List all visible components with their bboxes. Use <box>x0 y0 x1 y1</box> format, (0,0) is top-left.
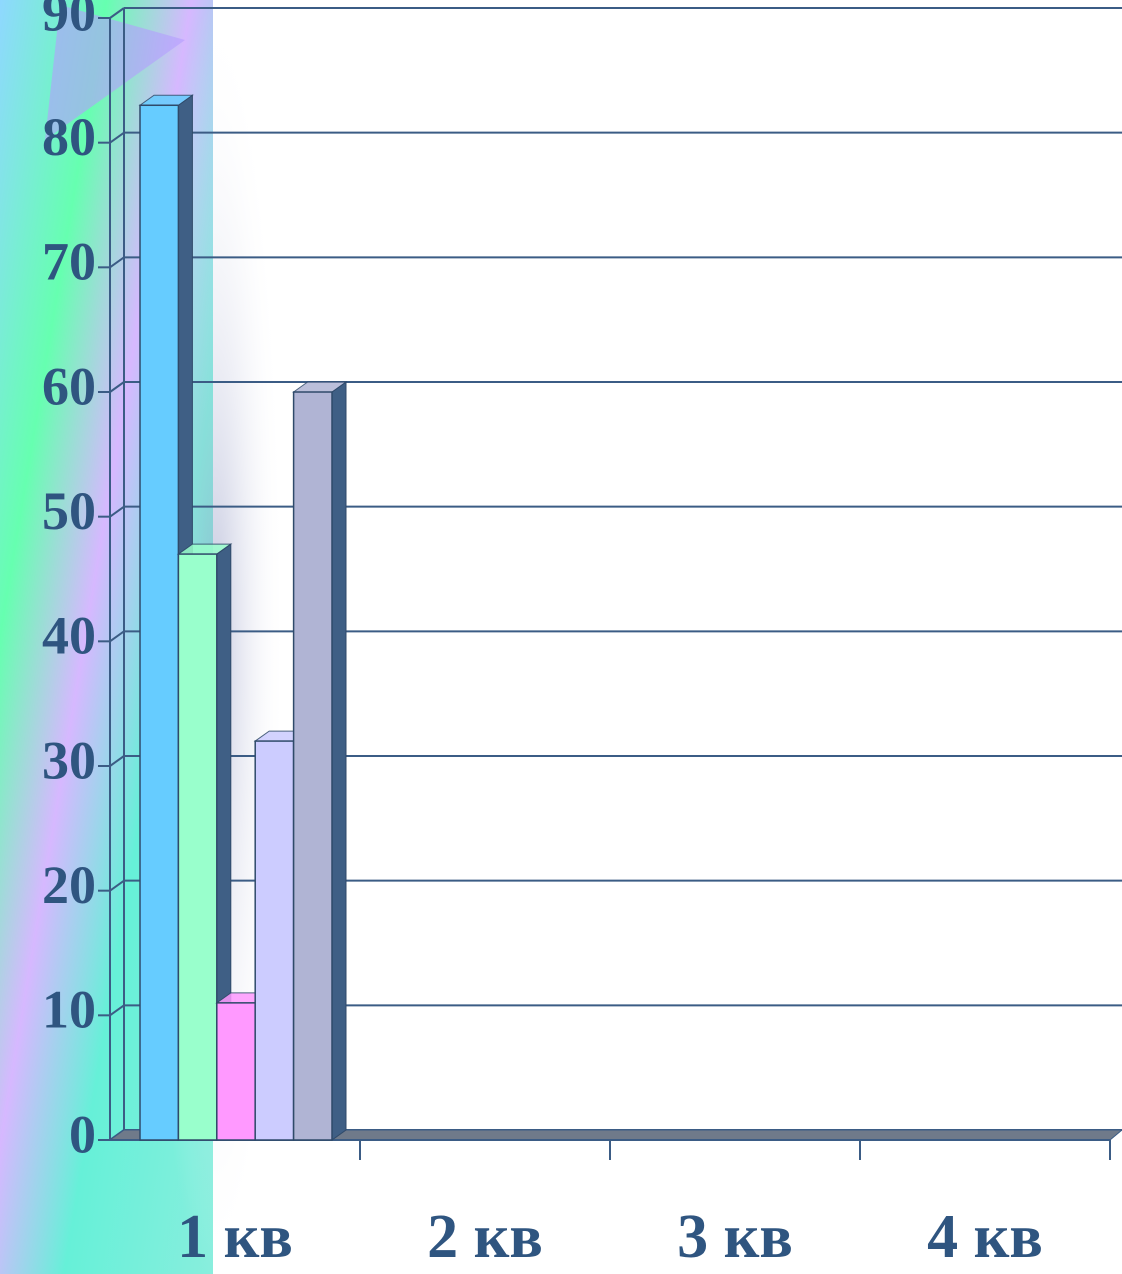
bar <box>254 740 295 1141</box>
y-tick-label: 40 <box>42 606 96 666</box>
bar <box>292 391 333 1141</box>
grid-side <box>109 7 125 19</box>
y-tick-label: 90 <box>42 0 96 42</box>
bar-side <box>331 381 347 1141</box>
x-tick-label: 2 кв <box>427 1203 543 1271</box>
y-tick-label: 50 <box>42 481 96 541</box>
bar <box>177 553 218 1141</box>
y-tick-label: 80 <box>42 107 96 167</box>
grid-side <box>109 131 125 144</box>
bar <box>216 1002 256 1141</box>
grid-side <box>109 381 125 393</box>
y-tick-label: 60 <box>42 356 96 416</box>
grid-side <box>109 755 125 767</box>
grid-side <box>109 1004 125 1017</box>
grid-side <box>109 505 125 518</box>
y-tick-label: 30 <box>42 730 96 790</box>
y-tick-label: 20 <box>42 855 96 915</box>
decor-triangle <box>45 5 185 140</box>
y-tick-label: 10 <box>42 980 96 1040</box>
grid-side <box>109 630 125 643</box>
grid-side <box>109 879 125 892</box>
x-tick-label: 4 кв <box>927 1203 1043 1271</box>
y-tick-label: 0 <box>69 1104 96 1164</box>
x-tick-label: 1 кв <box>177 1203 293 1271</box>
grid-side <box>109 256 125 269</box>
x-tick-label: 3 кв <box>677 1203 793 1271</box>
bar <box>139 104 180 1141</box>
y-tick-label: 70 <box>42 232 96 292</box>
